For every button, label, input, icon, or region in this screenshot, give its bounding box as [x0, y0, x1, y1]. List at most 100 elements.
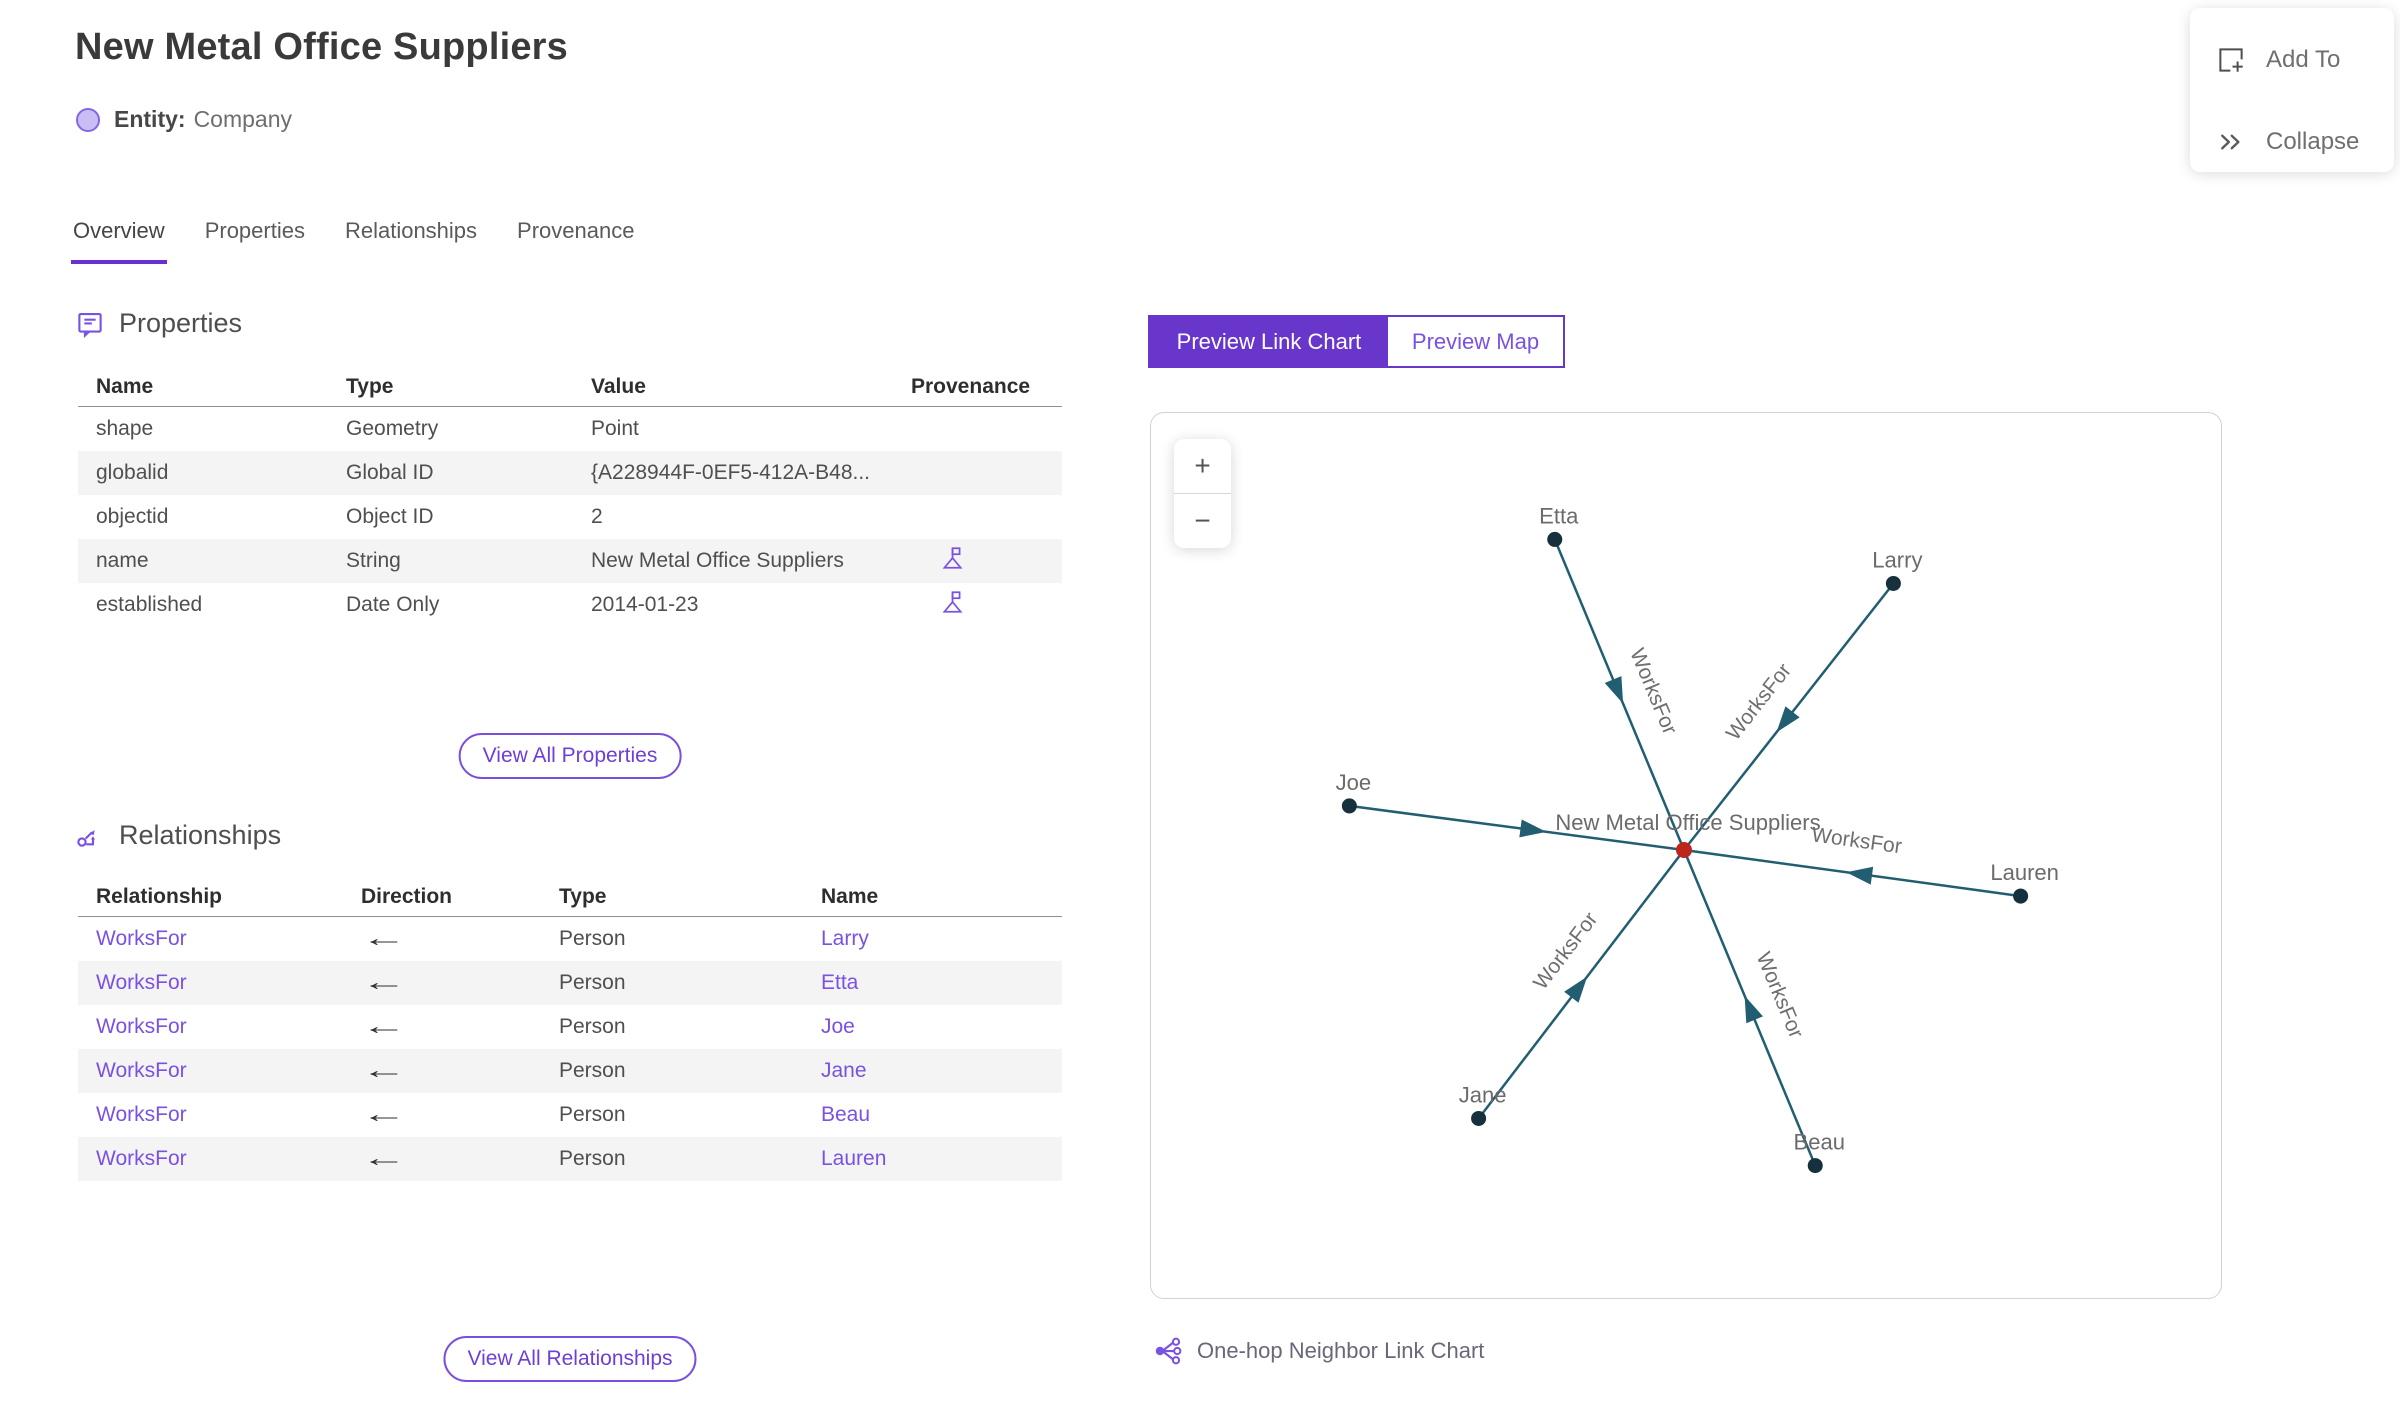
col-value: Value	[591, 375, 646, 398]
relationships-table-header: Relationship Direction Type Name	[78, 878, 1062, 917]
graph-node-label: Larry	[1872, 547, 1922, 572]
properties-row: shape Geometry Point	[78, 407, 1062, 451]
graph-node-label: Joe	[1336, 770, 1372, 795]
graph-edge[interactable]	[1349, 804, 1685, 852]
provenance-flag-icon	[942, 591, 963, 613]
one-hop-link-chart-icon	[1155, 1337, 1182, 1365]
provenance-flag-icon	[942, 547, 963, 569]
direction-arrow: ←	[361, 1057, 407, 1084]
edge-arrowhead	[1776, 706, 1800, 733]
graph-node[interactable]	[1471, 1110, 1487, 1127]
related-entity-link[interactable]: Lauren	[821, 1147, 887, 1170]
related-entity-link[interactable]: Etta	[821, 971, 859, 994]
direction-arrow: ←	[361, 925, 407, 952]
direction-arrow: ←	[361, 1145, 407, 1172]
provenance-flag[interactable]	[939, 589, 965, 615]
direction-arrow: ←	[361, 1101, 407, 1128]
preview-link-chart-button[interactable]: Preview Link Chart	[1150, 317, 1388, 366]
graph-node[interactable]	[2013, 888, 2029, 904]
entity-type-dot-icon	[76, 107, 100, 132]
chart-caption-text: One-hop Neighbor Link Chart	[1197, 1338, 1485, 1363]
edge-arrowhead	[1846, 866, 1874, 885]
provenance-flag[interactable]	[939, 545, 965, 571]
col-name: Name	[821, 885, 879, 908]
property-type: String	[346, 549, 401, 572]
tab-bar: Overview Properties Relationships Proven…	[71, 218, 636, 264]
col-direction: Direction	[361, 885, 453, 908]
graph-node[interactable]	[1885, 575, 1901, 592]
relationship-type: Person	[559, 1147, 626, 1170]
link-chart-graph[interactable]: WorksFor WorksFor WorksFor WorksFor WorksFor…	[1151, 413, 2221, 1298]
col-type: Type	[559, 885, 607, 908]
properties-row: established Date Only 2014-01-23	[78, 583, 1062, 627]
relationship-type: Person	[559, 1059, 626, 1082]
graph-center-node[interactable]	[1675, 841, 1693, 859]
property-provenance	[893, 545, 1062, 577]
property-type: Date Only	[346, 593, 440, 616]
related-entity-link[interactable]: Larry	[821, 927, 869, 950]
graph-node[interactable]	[1547, 531, 1563, 547]
zoom-out-button[interactable]: −	[1194, 505, 1211, 536]
graph-node-label: Lauren	[1990, 860, 2059, 885]
properties-row: globalid Global ID {A228944F-0EF5-412A-B48…	[78, 451, 1062, 495]
tab-relationships[interactable]: Relationships	[344, 218, 478, 243]
relationship-link[interactable]: WorksFor	[96, 1059, 187, 1082]
property-value: {A228944F-0EF5-412A-B48...	[591, 461, 871, 484]
edge-label: WorksFor	[1722, 659, 1796, 744]
entity-label: Entity:	[114, 106, 186, 132]
property-name: established	[96, 593, 203, 616]
page-title: New Metal Office Suppliers	[75, 26, 568, 68]
edge-label: WorksFor	[1625, 645, 1681, 738]
col-relationship: Relationship	[96, 885, 223, 908]
related-entity-link[interactable]: Jane	[821, 1059, 867, 1082]
graph-node-label: Etta	[1539, 503, 1579, 528]
zoom-in-button[interactable]: +	[1174, 439, 1231, 494]
add-to-icon	[2219, 48, 2243, 72]
view-all-properties-button[interactable]: View All Properties	[458, 733, 682, 779]
relationship-link[interactable]: WorksFor	[96, 1147, 187, 1170]
view-all-relationships-button[interactable]: View All Relationships	[443, 1336, 697, 1382]
edge-label: WorksFor	[1810, 823, 1903, 858]
graph-node[interactable]	[1807, 1158, 1823, 1174]
relationship-link[interactable]: WorksFor	[96, 971, 187, 994]
relationship-row: WorksFor ← Person Etta	[78, 961, 1062, 1005]
direction-arrow: ←	[361, 1013, 407, 1040]
property-type: Object ID	[346, 505, 434, 528]
edge-label: WorksFor	[1529, 908, 1602, 994]
entity-value: Company	[193, 106, 292, 132]
zoom-control: + −	[1174, 439, 1231, 548]
related-entity-link[interactable]: Beau	[821, 1103, 871, 1126]
add-to-button[interactable]: Add To	[2190, 38, 2394, 82]
property-type: Global ID	[346, 461, 434, 484]
tab-overview[interactable]: Overview	[71, 218, 167, 264]
related-entity-link[interactable]: Joe	[821, 1015, 855, 1038]
direction-arrow: ←	[361, 969, 407, 996]
property-value: New Metal Office Suppliers	[591, 549, 844, 572]
double-chevron-right-icon	[2221, 134, 2240, 150]
col-name: Name	[96, 375, 154, 398]
relationship-link[interactable]: WorksFor	[96, 927, 187, 950]
property-value: 2014-01-23	[591, 593, 699, 616]
properties-heading-text: Properties	[119, 308, 243, 338]
edge-arrowhead	[1564, 976, 1588, 1003]
properties-table-body: shape Geometry Point globalid Global ID {A228…	[78, 407, 1062, 627]
tab-properties[interactable]: Properties	[204, 218, 305, 243]
properties-icon	[78, 312, 102, 338]
property-name: objectid	[96, 505, 169, 528]
actions-card: Add To Collapse	[2190, 8, 2394, 172]
relationships-icon	[77, 829, 95, 847]
property-provenance	[893, 589, 1062, 621]
relationship-link[interactable]: WorksFor	[96, 1103, 187, 1126]
relationship-link[interactable]: WorksFor	[96, 1015, 187, 1038]
tab-provenance[interactable]: Provenance	[517, 218, 635, 243]
properties-row: objectid Object ID 2	[78, 495, 1062, 539]
property-name: shape	[96, 417, 154, 440]
graph-node[interactable]	[1341, 798, 1357, 814]
edge-label: WorksFor	[1752, 949, 1808, 1042]
preview-map-button[interactable]: Preview Map	[1388, 317, 1563, 366]
collapse-button[interactable]: Collapse	[2190, 120, 2394, 164]
relationship-type: Person	[559, 1015, 626, 1038]
relationship-type: Person	[559, 1103, 626, 1126]
property-name: globalid	[96, 461, 169, 484]
